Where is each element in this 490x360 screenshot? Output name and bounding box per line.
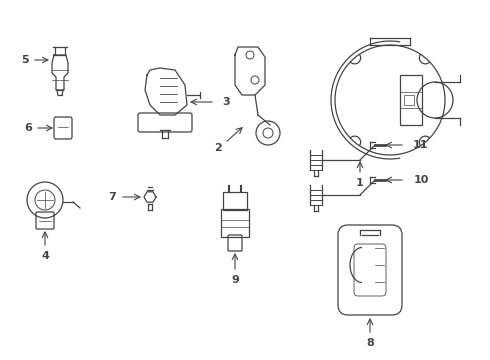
Text: 10: 10 <box>414 175 429 185</box>
Text: 8: 8 <box>366 338 374 348</box>
Text: 1: 1 <box>356 178 364 188</box>
Text: 9: 9 <box>231 275 239 285</box>
Text: 3: 3 <box>222 97 230 107</box>
Text: 6: 6 <box>24 123 32 133</box>
Text: 7: 7 <box>108 192 116 202</box>
Text: 4: 4 <box>41 251 49 261</box>
Text: 11: 11 <box>413 140 428 150</box>
Text: 2: 2 <box>214 143 222 153</box>
Text: 5: 5 <box>21 55 29 65</box>
